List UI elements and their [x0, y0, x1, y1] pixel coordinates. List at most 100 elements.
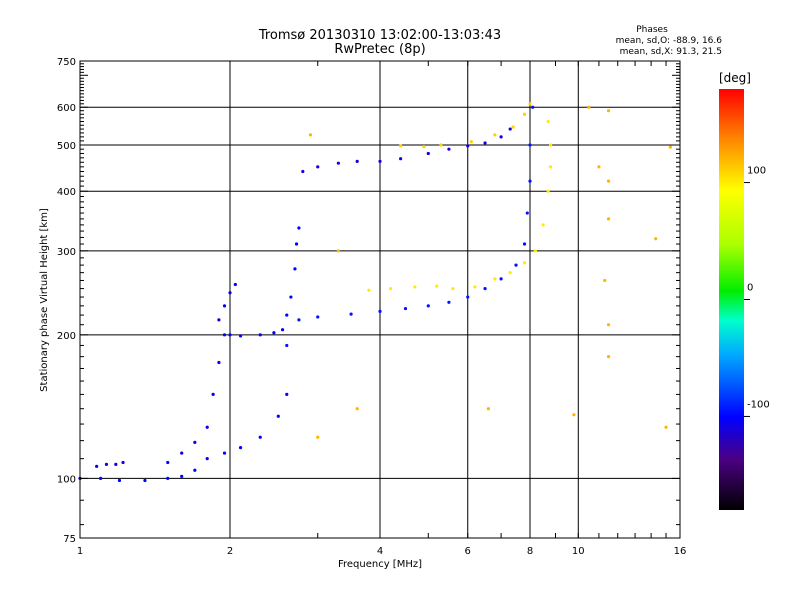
data-point	[549, 165, 553, 169]
data-point	[528, 143, 532, 147]
data-point	[143, 478, 147, 483]
stats-line-o: mean, sd,O: -88.9, 16.6	[616, 36, 723, 46]
data-point	[258, 333, 262, 337]
data-point	[606, 217, 611, 221]
data-point	[272, 331, 276, 335]
data-point	[294, 242, 299, 246]
data-point	[528, 179, 532, 183]
data-point	[483, 286, 487, 291]
x-tick-label: 10	[572, 546, 585, 557]
y-tick-label: 100	[57, 474, 76, 485]
data-point	[528, 102, 532, 106]
y-tick-label: 300	[57, 247, 76, 258]
data-point	[308, 133, 313, 137]
plot-grid	[80, 61, 680, 538]
data-point	[222, 333, 227, 337]
x-tick-label: 6	[465, 546, 471, 557]
data-point	[285, 313, 289, 317]
x-tick-label: 8	[527, 546, 533, 557]
data-point	[276, 414, 280, 418]
data-point	[285, 392, 289, 397]
data-point	[606, 109, 611, 113]
data-point	[316, 165, 320, 169]
data-point	[525, 211, 529, 215]
data-point	[511, 125, 515, 129]
data-point	[572, 413, 576, 417]
data-point	[603, 278, 607, 283]
data-point	[606, 355, 611, 359]
data-point	[466, 144, 470, 148]
data-point	[447, 300, 451, 304]
data-point	[473, 285, 477, 289]
data-point	[180, 474, 184, 478]
data-point	[205, 457, 209, 461]
data-point	[166, 460, 170, 465]
data-point	[469, 140, 473, 144]
data-point	[378, 309, 382, 313]
data-point	[403, 306, 408, 311]
y-tick-label: 750	[57, 57, 76, 68]
data-point	[95, 464, 99, 468]
colorbar-tick-label: 100	[747, 166, 766, 177]
data-point	[522, 112, 527, 116]
data-point	[606, 179, 611, 183]
data-point	[486, 407, 490, 411]
data-point	[508, 271, 512, 275]
x-tick-label: 1	[77, 546, 83, 557]
data-point	[522, 261, 527, 265]
x-tick-label: 16	[674, 546, 687, 557]
data-point	[289, 295, 293, 299]
x-tick-label: 2	[227, 546, 233, 557]
data-point	[301, 169, 305, 174]
data-point	[180, 451, 184, 455]
data-point	[316, 315, 320, 319]
data-point	[654, 237, 658, 241]
chart-subtitle: RwPretec (8p)	[334, 42, 425, 57]
data-point	[297, 318, 301, 322]
y-axis-ticks: 75 100 200 300 400 500 600 750	[57, 57, 680, 545]
data-point	[297, 226, 301, 230]
data-point	[493, 277, 497, 281]
chart-title: Tromsø 20130310 13:02:00-13:03:43	[258, 28, 501, 43]
data-point	[597, 165, 601, 169]
x-axis-ticks: 1 2 4 6 8 10 16	[77, 61, 687, 557]
data-point	[280, 328, 285, 332]
data-point	[587, 105, 591, 109]
data-point	[222, 451, 227, 455]
stats-line-x: mean, sd,X: 91.3, 21.5	[620, 47, 722, 57]
data-point	[238, 446, 243, 450]
data-point	[238, 334, 243, 338]
data-point	[114, 462, 118, 466]
data-point	[222, 304, 227, 308]
data-point	[166, 476, 170, 481]
data-point	[233, 282, 237, 287]
data-point	[121, 460, 125, 465]
data-point	[399, 144, 403, 148]
data-point	[499, 135, 503, 139]
data-point	[285, 343, 289, 348]
data-point	[435, 284, 439, 288]
data-point	[439, 143, 443, 147]
data-point	[336, 249, 340, 253]
y-tick-label: 200	[57, 331, 76, 342]
data-point	[355, 407, 359, 411]
data-point	[466, 295, 470, 299]
data-point	[117, 478, 122, 483]
data-point	[533, 249, 537, 253]
data-point	[378, 159, 382, 163]
data-point	[541, 223, 545, 227]
data-point	[367, 288, 371, 292]
colorbar-tick-label: 0	[747, 283, 753, 294]
data-point	[447, 147, 451, 151]
data-point	[399, 157, 403, 161]
stats-heading: Phases	[636, 25, 668, 35]
data-point	[664, 425, 668, 429]
data-point	[228, 333, 232, 337]
data-point	[217, 318, 221, 322]
x-axis-label: Frequency [MHz]	[338, 559, 422, 570]
data-point	[355, 159, 359, 163]
data-point	[316, 435, 320, 439]
data-point	[549, 143, 553, 147]
data-point	[99, 476, 103, 481]
